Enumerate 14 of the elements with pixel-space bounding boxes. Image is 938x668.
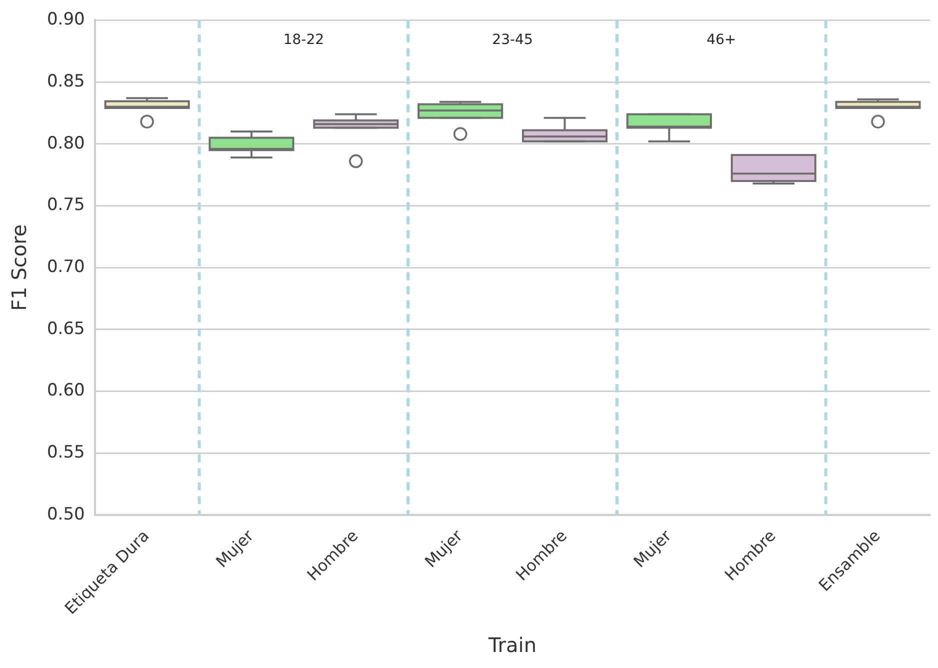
y-tick-label: 0.60 [46,380,85,401]
x-axis-title: Train [488,633,537,658]
annotation: 46+ [706,32,736,48]
y-axis-title: F1 Score [7,224,32,311]
y-tick-label: 0.55 [46,442,85,463]
y-tick-label: 0.65 [46,318,85,339]
y-tick-label: 0.80 [46,133,85,154]
y-tick-label: 0.90 [46,10,85,30]
y-tick-label: 0.70 [46,256,85,277]
annotation: 23-45 [492,32,533,48]
y-tick-label: 0.75 [46,195,85,216]
y-tick-label: 0.50 [46,504,85,524]
annotation: 18-22 [283,32,324,48]
y-tick-label: 0.85 [46,71,85,92]
